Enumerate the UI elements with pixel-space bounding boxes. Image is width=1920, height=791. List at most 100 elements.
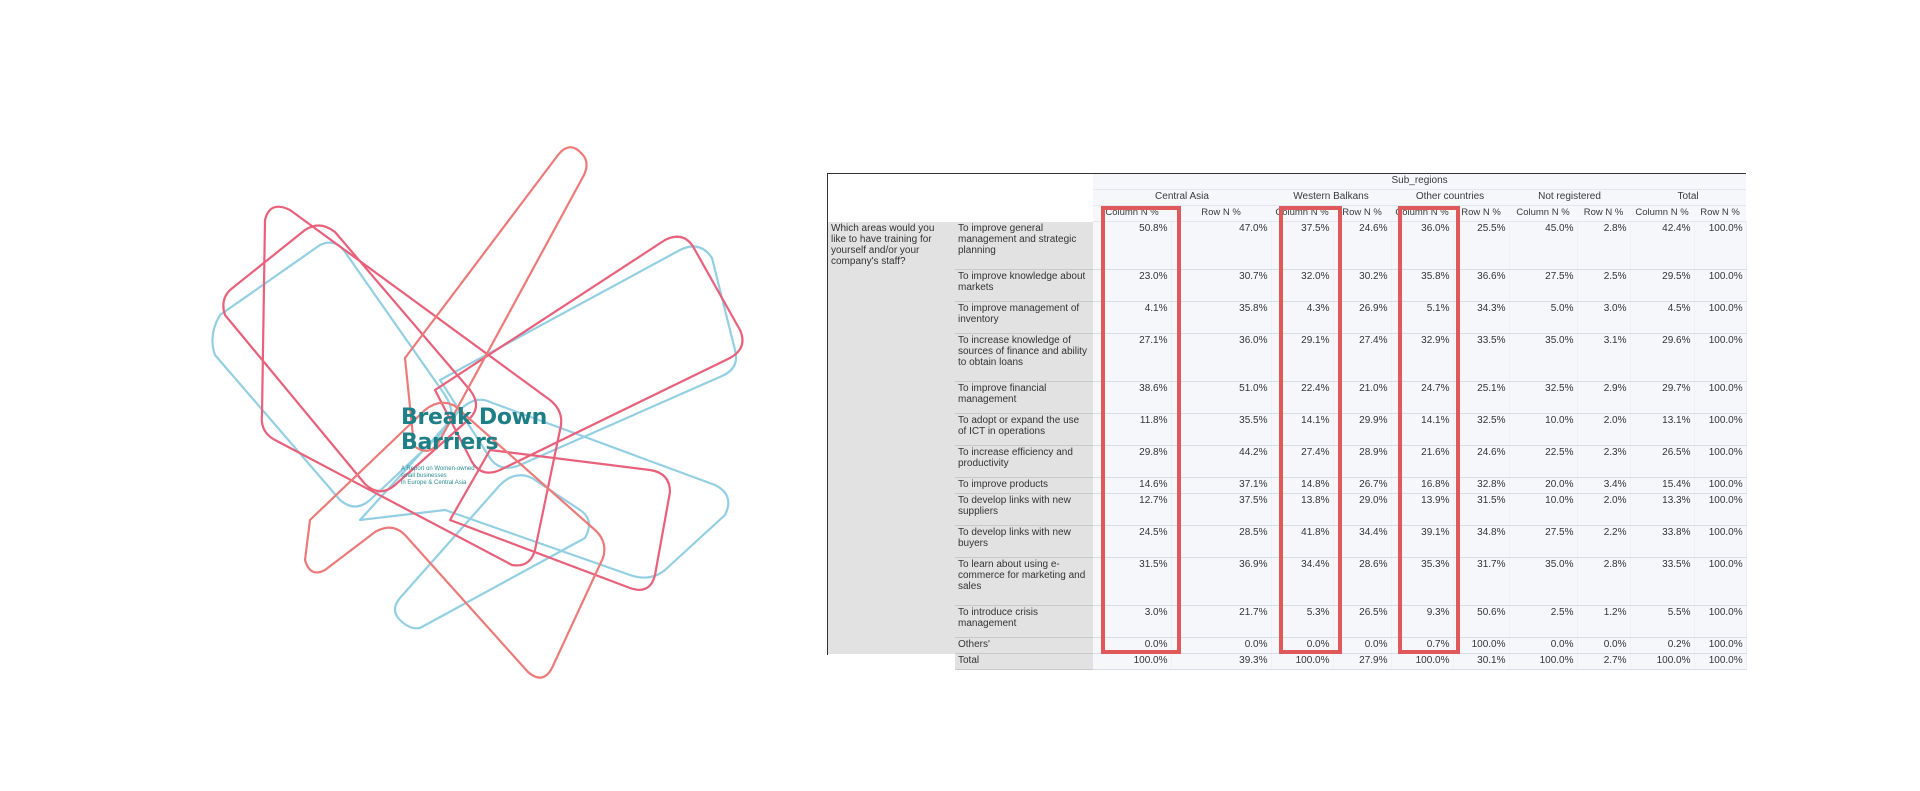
table-cell: 2.8% (1577, 557, 1631, 606)
table-cell: 0.0% (1509, 637, 1578, 654)
logo-stroke-pink-2 (222, 224, 478, 493)
table-cell: 100.0% (1509, 653, 1578, 670)
table-cell: 9.3% (1391, 605, 1454, 638)
table-cell: 29.1% (1271, 333, 1334, 382)
table-cell: 2.3% (1577, 445, 1631, 478)
header-column-n-pct: Column N % (1509, 205, 1577, 222)
table-cell: 31.5% (1453, 493, 1510, 526)
header-row-subregions: Sub_regions (828, 174, 1747, 190)
table-cell: 100.0% (1694, 605, 1747, 638)
table-cell: 21.0% (1333, 381, 1392, 414)
table-cell: 30.2% (1333, 269, 1392, 302)
table-cell: 34.8% (1453, 525, 1510, 558)
table-cell: 14.1% (1271, 413, 1334, 446)
logo-stroke-blue-3 (438, 245, 738, 469)
table-row: To learn about using e-commerce for mark… (828, 557, 1747, 606)
abstract-x-logo-icon (211, 146, 744, 679)
header-blank (828, 205, 1093, 222)
table-cell: 0.0% (1333, 637, 1392, 654)
table-cell: 25.5% (1453, 221, 1510, 270)
report-subtitle: A Report on Women-owned small businesses… (401, 466, 491, 487)
table-cell: 3.4% (1577, 477, 1631, 494)
row-label: To develop links with new buyers (955, 525, 1093, 558)
table-cell: 0.2% (1630, 637, 1695, 654)
table-cell: 32.5% (1453, 413, 1510, 446)
table-cell: 5.5% (1630, 605, 1695, 638)
table-row: To improve products 14.6% 37.1% 14.8% 26.7% 1… (828, 477, 1747, 494)
logo-stroke-pink-3 (433, 235, 744, 474)
table-cell: 30.7% (1171, 269, 1272, 302)
crosstab-table: Sub_regions Central Asia Western Balkans Ot… (828, 174, 1747, 670)
table-cell: 33.5% (1630, 557, 1695, 606)
table-row: Which areas would you like to have train… (828, 221, 1747, 654)
table-cell: 2.2% (1577, 525, 1631, 558)
table-cell: 37.1% (1171, 477, 1272, 494)
table-row: To develop links with new suppliers 12.7%… (828, 493, 1747, 526)
table-cell: 100.0% (1694, 269, 1747, 302)
table-cell: 4.1% (1093, 301, 1172, 334)
table-cell: 28.9% (1333, 445, 1392, 478)
table-cell: 100.0% (1694, 221, 1747, 270)
table-cell: 27.5% (1509, 525, 1578, 558)
table-cell: 100.0% (1694, 525, 1747, 558)
table-cell: 26.9% (1333, 301, 1392, 334)
table-cell: 50.6% (1453, 605, 1510, 638)
table-row: Total 100.0% 39.3% 100.0% 27.9% 100.0% 30.1% 10… (828, 653, 1747, 670)
report-subtitle-line: in Europe & Central Asia (401, 480, 467, 486)
logo-stroke-coral-1 (403, 146, 588, 452)
logo-stroke-pink-1 (260, 205, 563, 567)
header-row-n-pct: Row N % (1453, 205, 1509, 222)
table-cell: 2.0% (1577, 413, 1631, 446)
table-cell: 26.5% (1630, 445, 1695, 478)
table-cell: 35.5% (1171, 413, 1272, 446)
header-row-columns: Column N % Row N % Column N % Row N % Column… (828, 205, 1747, 222)
question-blank (828, 653, 955, 670)
table-cell: 21.7% (1171, 605, 1272, 638)
table-cell: 28.5% (1171, 525, 1272, 558)
row-label: To introduce crisis management (955, 605, 1093, 638)
table-cell: 12.7% (1093, 493, 1172, 526)
table-cell: 32.5% (1509, 381, 1578, 414)
table-cell: 0.7% (1391, 637, 1454, 654)
table-row: To develop links with new buyers 24.5% 28.… (828, 525, 1747, 558)
table-cell: 11.8% (1093, 413, 1172, 446)
table-row: Others' 0.0% 0.0% 0.0% 0.0% 0.7% 100.0% 0.0% 0.0… (828, 637, 1747, 654)
table-cell: 39.3% (1171, 653, 1272, 670)
table-cell: 39.1% (1391, 525, 1454, 558)
table-cell: 13.1% (1630, 413, 1695, 446)
report-subtitle-line: A Report on Women-owned (401, 466, 475, 472)
row-label: Total (955, 653, 1093, 670)
header-row-n-pct: Row N % (1577, 205, 1630, 222)
table-cell: 28.6% (1333, 557, 1392, 606)
table-cell: 0.0% (1271, 637, 1334, 654)
table-cell: 20.0% (1509, 477, 1578, 494)
table-cell: 34.4% (1333, 525, 1392, 558)
row-label: To develop links with new suppliers (955, 493, 1093, 526)
table-cell: 10.0% (1509, 493, 1578, 526)
header-subregions: Sub_regions (1093, 174, 1747, 190)
header-region: Other countries (1391, 189, 1509, 206)
table-cell: 36.0% (1171, 333, 1272, 382)
table-cell: 0.0% (1577, 637, 1631, 654)
table-cell: 23.0% (1093, 269, 1172, 302)
table-row: To improve knowledge about markets 23.0% 3… (828, 269, 1747, 302)
header-region: Not registered (1509, 189, 1630, 206)
table-cell: 22.4% (1271, 381, 1334, 414)
table-cell: 100.0% (1271, 653, 1334, 670)
table-cell: 22.5% (1509, 445, 1578, 478)
table-cell: 27.1% (1093, 333, 1172, 382)
table-cell: 29.5% (1630, 269, 1695, 302)
table-cell: 51.0% (1171, 381, 1272, 414)
table-cell: 14.1% (1391, 413, 1454, 446)
table-row: To introduce crisis management 3.0% 21.7% 5… (828, 605, 1747, 638)
header-row-n-pct: Row N % (1171, 205, 1271, 222)
table-cell: 27.4% (1271, 445, 1334, 478)
table-cell: 33.5% (1453, 333, 1510, 382)
table-cell: 34.3% (1453, 301, 1510, 334)
table-cell: 13.3% (1630, 493, 1695, 526)
table-cell: 35.3% (1391, 557, 1454, 606)
table-cell: 44.2% (1171, 445, 1272, 478)
table-cell: 3.0% (1577, 301, 1631, 334)
header-blank (828, 189, 1093, 206)
row-label: Others' (955, 637, 1093, 654)
